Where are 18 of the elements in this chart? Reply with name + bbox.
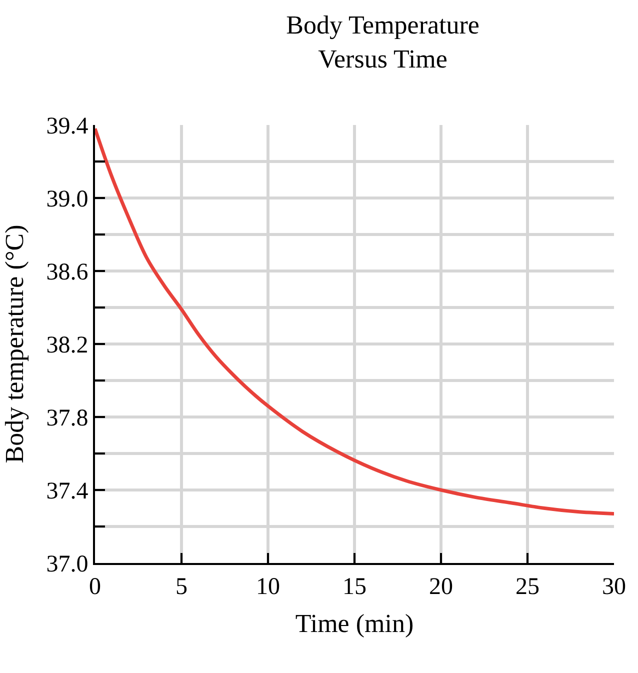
- x-tick-label: 25: [516, 574, 540, 600]
- x-tick-label: 0: [89, 574, 101, 600]
- y-tick-label: 39.4: [46, 113, 88, 140]
- y-tick-label: 38.6: [46, 259, 88, 286]
- y-tick-label: 37.4: [46, 478, 88, 504]
- y-tick-label: 37.8: [46, 405, 88, 432]
- y-tick-label: 38.2: [46, 332, 88, 358]
- x-tick-label: 20: [429, 574, 453, 600]
- chart-title: Body Temperature Versus Time: [286, 10, 480, 74]
- x-tick-label: 15: [342, 574, 366, 600]
- line-series: [95, 126, 614, 516]
- y-tick-label: 39.0: [46, 186, 88, 212]
- x-tick-label: 10: [256, 574, 280, 600]
- x-tick-label: 30: [602, 574, 626, 600]
- x-tick-label: 5: [176, 574, 188, 600]
- y-tick-label: 37.0: [46, 551, 88, 578]
- y-axis-title: Body temperature (°C): [0, 224, 30, 464]
- x-axis-title: Time (min): [295, 609, 414, 638]
